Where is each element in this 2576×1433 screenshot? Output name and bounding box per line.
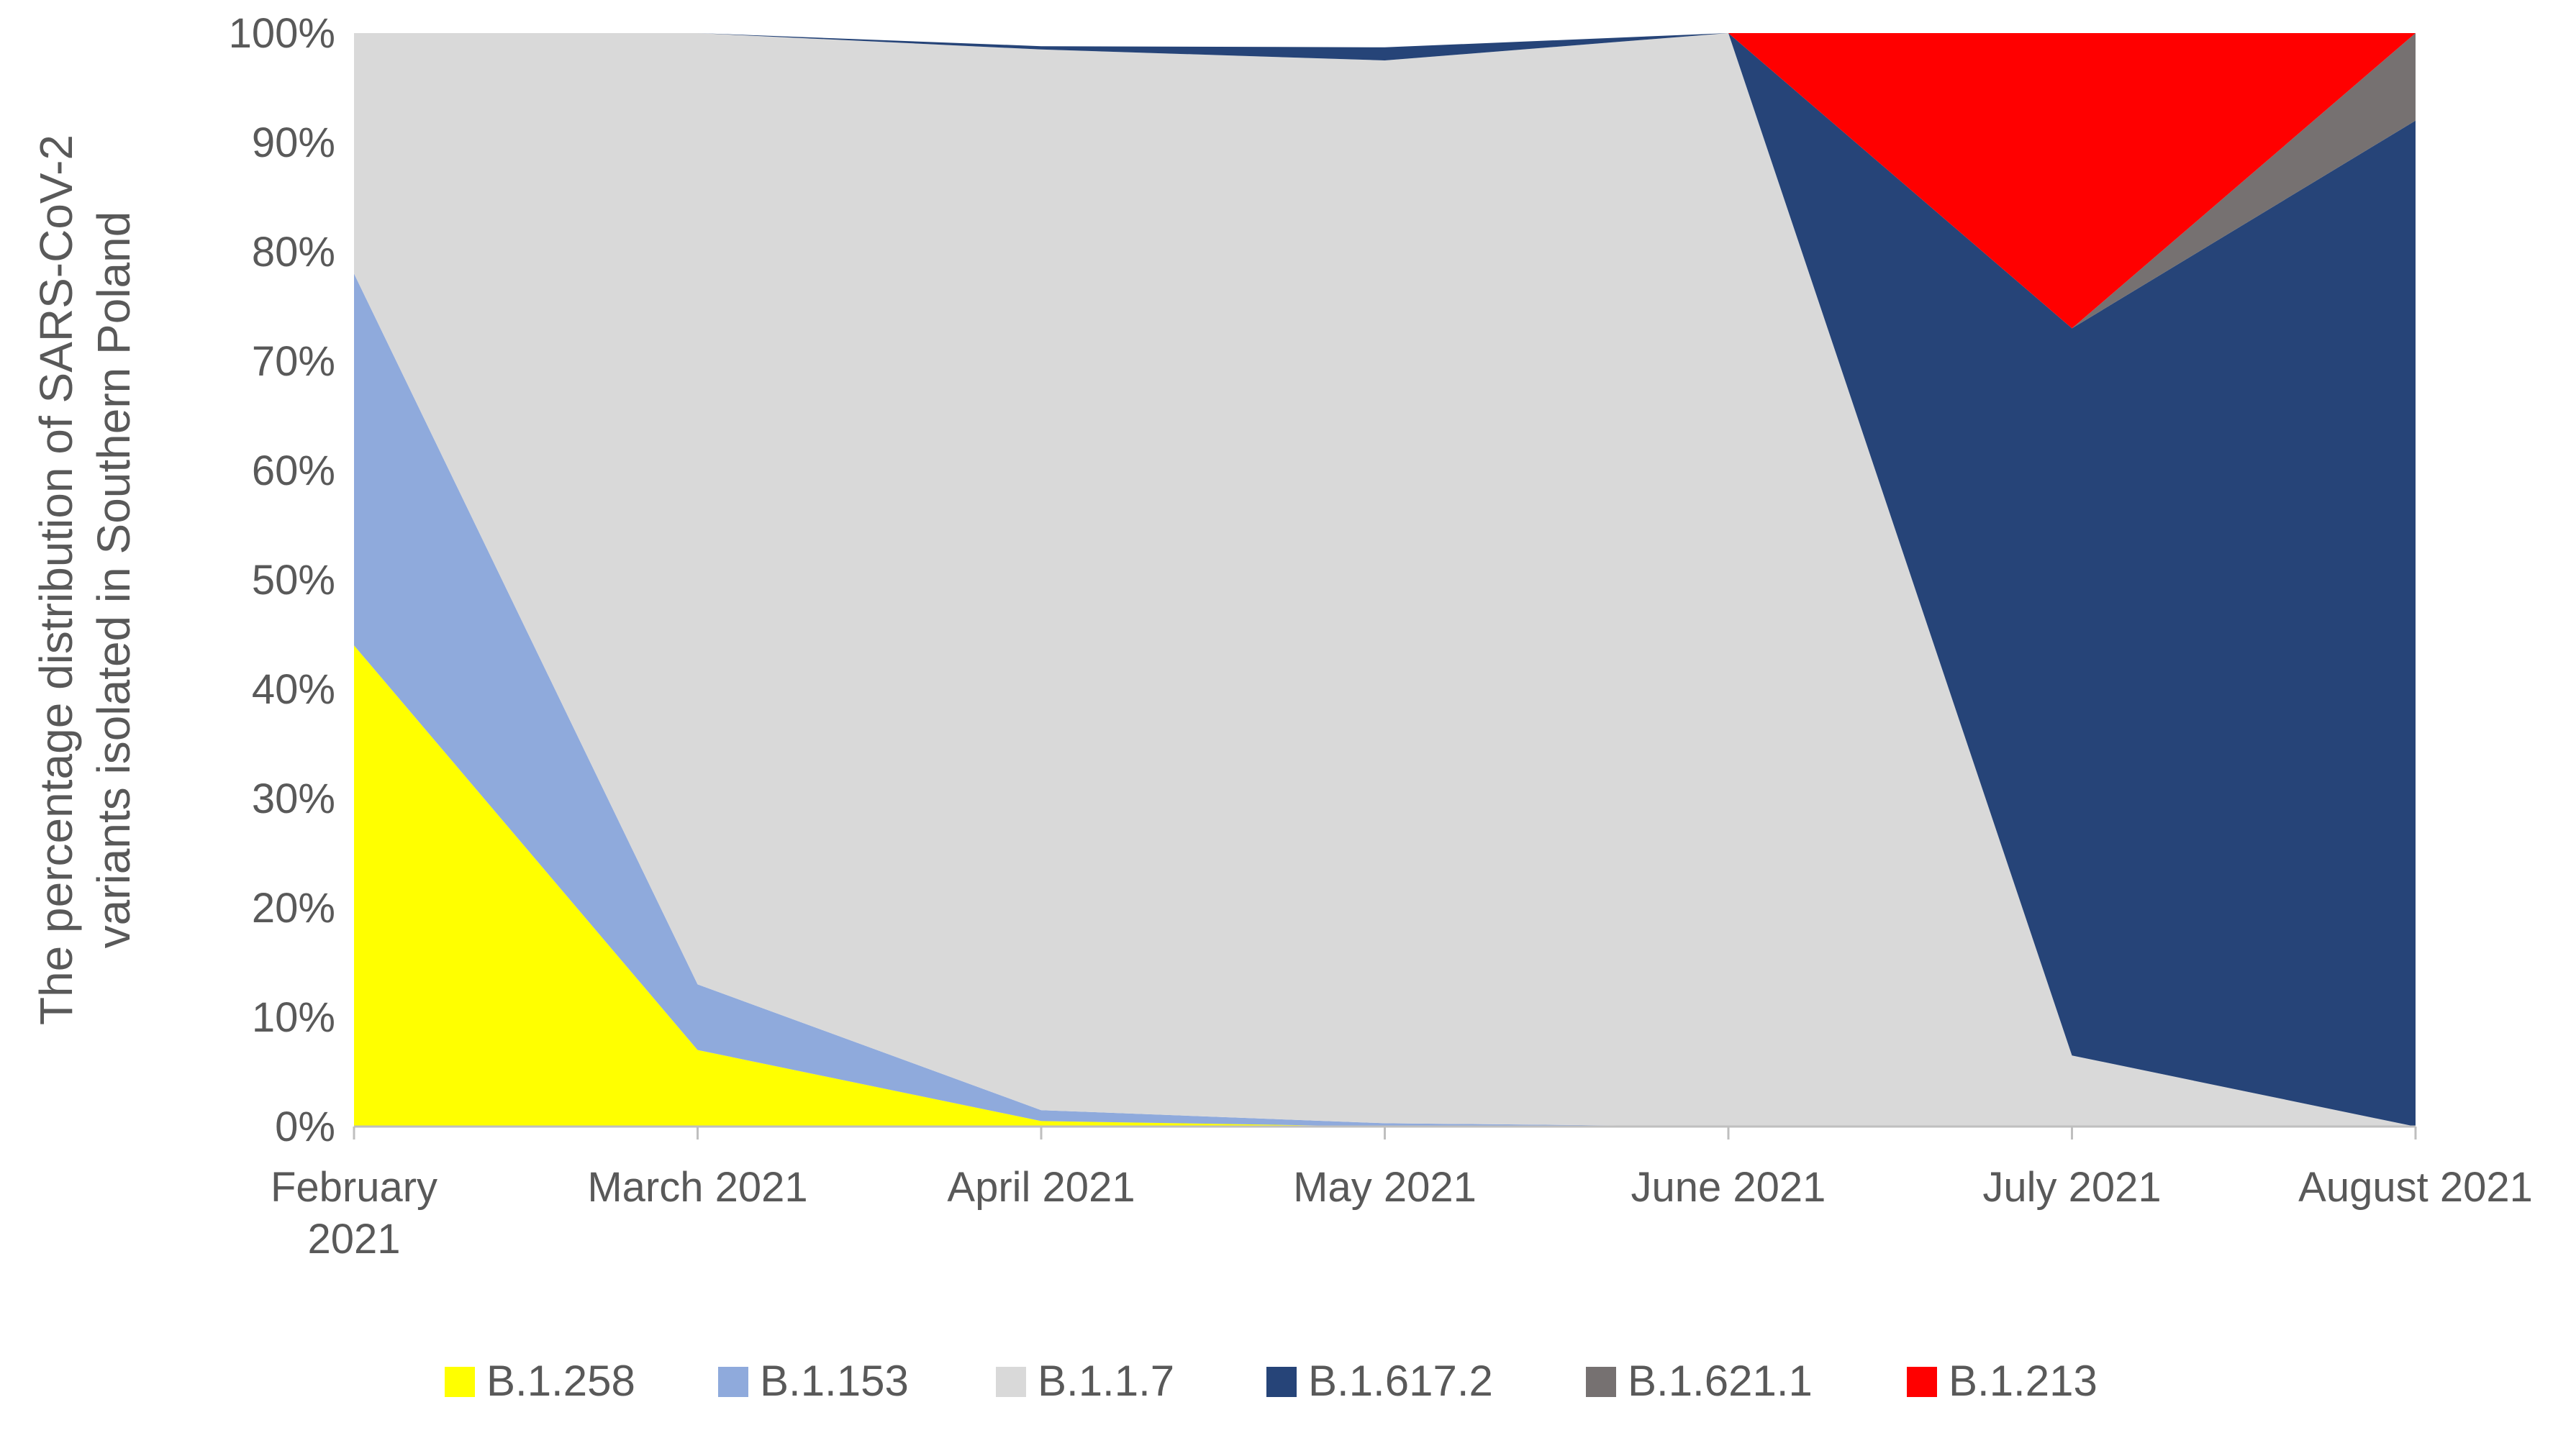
legend-item-b-1-617-2: B.1.617.2 [1266,1357,1493,1405]
x-tick-label: June 2021 [1631,1164,1826,1211]
y-tick-label: 100% [229,10,335,57]
x-tick-labels: February 2021 March 2021 April 2021 May 2021… [271,1164,2533,1263]
y-tick-label: 80% [252,229,335,276]
y-tick-label: 50% [252,557,335,604]
area-b-1-213 [354,33,2416,329]
axes [353,1125,2417,1139]
y-tick-label: 70% [252,338,335,385]
y-tick-label: 10% [252,994,335,1041]
legend-label: B.1.153 [760,1357,909,1405]
y-tick-label: 40% [252,666,335,713]
x-tick-label: April 2021 [947,1164,1135,1211]
area-b-1-617-2 [354,33,2416,1127]
legend-item-b-1-258: B.1.258 [445,1357,635,1405]
legend-item-b-1-213: B.1.213 [1907,1357,2097,1405]
y-tick-label: 30% [252,775,335,822]
x-tick-label: February 2021 [271,1164,437,1263]
legend-swatch [1907,1367,1937,1397]
area-b-1-258 [354,645,2416,1127]
legend: B.1.258 B.1.153 B.1.1.7 B.1.617.2 B.1.621.1 B… [445,1357,2097,1405]
y-axis-title: The percentage distribution of SARS-CoV-… [30,135,140,1025]
legend-item-b-1-621-1: B.1.621.1 [1586,1357,1813,1405]
legend-label: B.1.617.2 [1308,1357,1493,1405]
area-layer [354,33,2416,1127]
legend-swatch [1586,1367,1616,1397]
legend-label: B.1.621.1 [1628,1357,1813,1405]
y-tick-labels: 0% 10% 20% 30% 40% 50% 60% 70% 80% 90% 100% [229,10,335,1150]
x-tick-label: May 2021 [1293,1164,1477,1211]
y-tick-label: 90% [252,119,335,166]
x-tick-label: August 2021 [2298,1164,2533,1211]
legend-swatch [996,1367,1026,1397]
legend-swatch [718,1367,748,1397]
y-tick-label: 0% [275,1104,335,1150]
y-tick-label: 60% [252,447,335,494]
legend-swatch [445,1367,475,1397]
x-tick-label: July 2021 [1982,1164,2161,1211]
y-tick-label: 20% [252,885,335,932]
legend-label: B.1.1.7 [1038,1357,1174,1405]
y-axis-label: The percentage distribution of SARS-CoV-… [30,135,140,1025]
legend-label: B.1.258 [486,1357,635,1405]
legend-swatch [1266,1367,1297,1397]
x-tick-label: March 2021 [587,1164,807,1211]
legend-label: B.1.213 [1949,1357,2097,1405]
legend-item-b-1-153: B.1.153 [718,1357,909,1405]
area-b-1-1-7 [354,33,2416,1127]
legend-item-b-1-1-7: B.1.1.7 [996,1357,1174,1405]
